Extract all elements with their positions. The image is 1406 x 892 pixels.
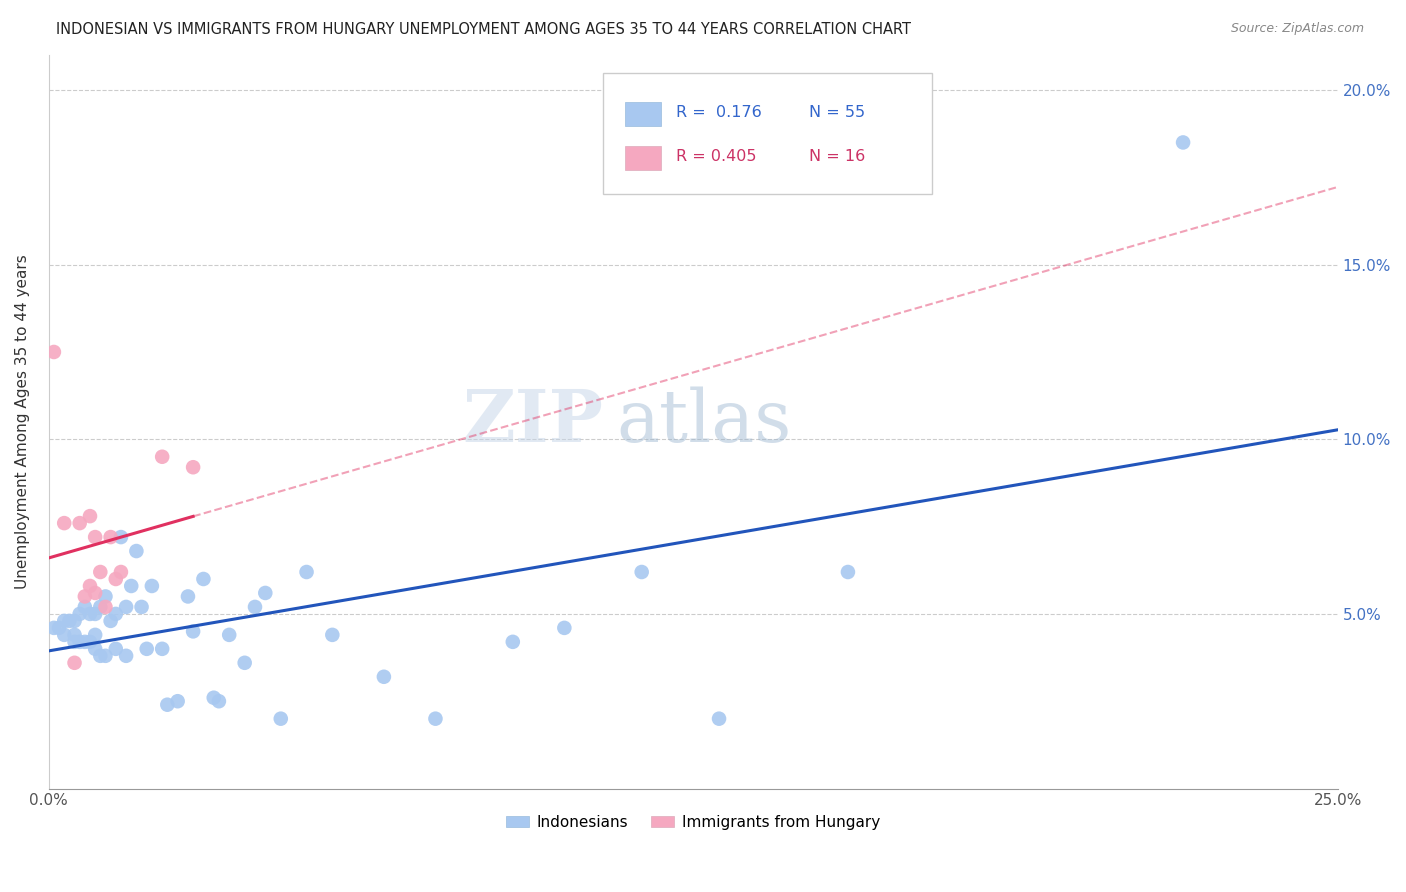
Point — [42, 621, 65, 635]
Text: R = 0.405: R = 0.405 — [676, 149, 756, 164]
Point — [270, 712, 292, 726]
Point — [166, 694, 188, 708]
Point — [73, 635, 96, 649]
Point — [131, 599, 153, 614]
Point — [100, 530, 122, 544]
Text: R =  0.176: R = 0.176 — [676, 105, 762, 120]
FancyBboxPatch shape — [603, 73, 932, 194]
Point — [84, 530, 107, 544]
Point — [177, 590, 200, 604]
Point — [89, 648, 111, 663]
Point — [48, 621, 70, 635]
Point — [630, 565, 652, 579]
Point — [63, 635, 86, 649]
Point — [94, 599, 117, 614]
Point — [100, 614, 122, 628]
Legend: Indonesians, Immigrants from Hungary: Indonesians, Immigrants from Hungary — [501, 809, 886, 836]
Point — [115, 599, 138, 614]
Point — [79, 607, 101, 621]
Point — [150, 450, 173, 464]
Text: Source: ZipAtlas.com: Source: ZipAtlas.com — [1230, 22, 1364, 36]
Point — [53, 614, 76, 628]
Point — [63, 656, 86, 670]
Point — [110, 565, 132, 579]
Text: ZIP: ZIP — [463, 386, 603, 458]
Text: INDONESIAN VS IMMIGRANTS FROM HUNGARY UNEMPLOYMENT AMONG AGES 35 TO 44 YEARS COR: INDONESIAN VS IMMIGRANTS FROM HUNGARY UN… — [56, 22, 911, 37]
Point — [84, 628, 107, 642]
Point — [89, 599, 111, 614]
Point — [502, 635, 524, 649]
Point — [141, 579, 163, 593]
Point — [104, 641, 127, 656]
Point — [707, 712, 730, 726]
Point — [53, 516, 76, 530]
Point — [837, 565, 859, 579]
FancyBboxPatch shape — [624, 146, 661, 169]
Point — [254, 586, 277, 600]
Point — [79, 635, 101, 649]
Point — [63, 628, 86, 642]
Point — [135, 641, 157, 656]
Point — [425, 712, 447, 726]
Point — [156, 698, 179, 712]
Point — [84, 641, 107, 656]
Point — [120, 579, 142, 593]
Point — [115, 648, 138, 663]
Point — [202, 690, 225, 705]
Point — [69, 635, 91, 649]
Point — [295, 565, 318, 579]
Point — [243, 599, 266, 614]
Text: atlas: atlas — [616, 386, 792, 457]
Point — [73, 590, 96, 604]
FancyBboxPatch shape — [624, 102, 661, 126]
Point — [233, 656, 256, 670]
Point — [63, 614, 86, 628]
Point — [79, 579, 101, 593]
Point — [58, 614, 80, 628]
Point — [373, 670, 395, 684]
Point — [208, 694, 231, 708]
Point — [125, 544, 148, 558]
Point — [42, 345, 65, 359]
Point — [110, 530, 132, 544]
Y-axis label: Unemployment Among Ages 35 to 44 years: Unemployment Among Ages 35 to 44 years — [15, 254, 30, 590]
Point — [104, 607, 127, 621]
Point — [84, 607, 107, 621]
Point — [181, 460, 204, 475]
Text: N = 55: N = 55 — [810, 105, 866, 120]
Point — [53, 628, 76, 642]
Point — [73, 599, 96, 614]
Point — [79, 509, 101, 524]
Point — [84, 586, 107, 600]
Point — [150, 641, 173, 656]
Point — [89, 565, 111, 579]
Point — [218, 628, 240, 642]
Text: N = 16: N = 16 — [810, 149, 866, 164]
Point — [94, 590, 117, 604]
Point — [321, 628, 343, 642]
Point — [193, 572, 215, 586]
Point — [69, 607, 91, 621]
Point — [553, 621, 575, 635]
Point — [181, 624, 204, 639]
Point — [1171, 136, 1194, 150]
Point — [94, 648, 117, 663]
Point — [69, 516, 91, 530]
Point — [104, 572, 127, 586]
